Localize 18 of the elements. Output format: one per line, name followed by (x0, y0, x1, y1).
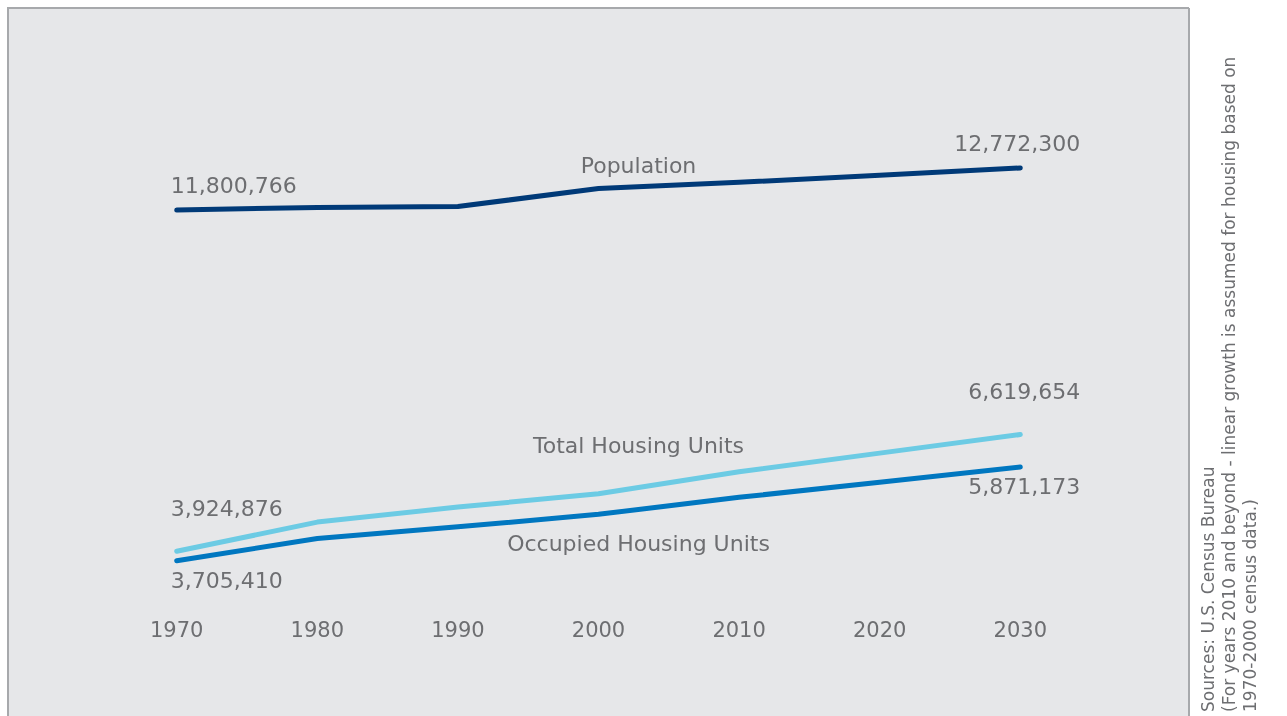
data-label: 3,924,876 (170, 496, 283, 522)
data-label: 5,871,173 (968, 473, 1081, 499)
x-tick-label: 2030 (993, 617, 1048, 642)
data-label: 6,619,654 (968, 379, 1081, 405)
series-label: Population (580, 153, 697, 179)
data-label: 11,800,766 (170, 172, 297, 198)
x-tick-label: 1980 (290, 617, 345, 642)
x-tick-label: 2020 (852, 617, 907, 642)
series-label: Total Housing Units (531, 432, 745, 458)
source-note: Sources: U.S. Census Bureau (1198, 465, 1219, 712)
x-tick-label: 1970 (149, 617, 204, 642)
x-tick-label: 2010 (712, 617, 766, 642)
series-label: Occupied Housing Units (507, 531, 770, 557)
data-label: 3,705,410 (170, 567, 283, 593)
text: (For years 2010 and beyond - linear growth is assumed for housing based on 1970-2000 census data.) (1219, 55, 1261, 712)
data-label: 12,772,300 (954, 130, 1081, 156)
x-tick-label: 2000 (571, 617, 626, 642)
x-tick-label: 1990 (431, 617, 485, 642)
